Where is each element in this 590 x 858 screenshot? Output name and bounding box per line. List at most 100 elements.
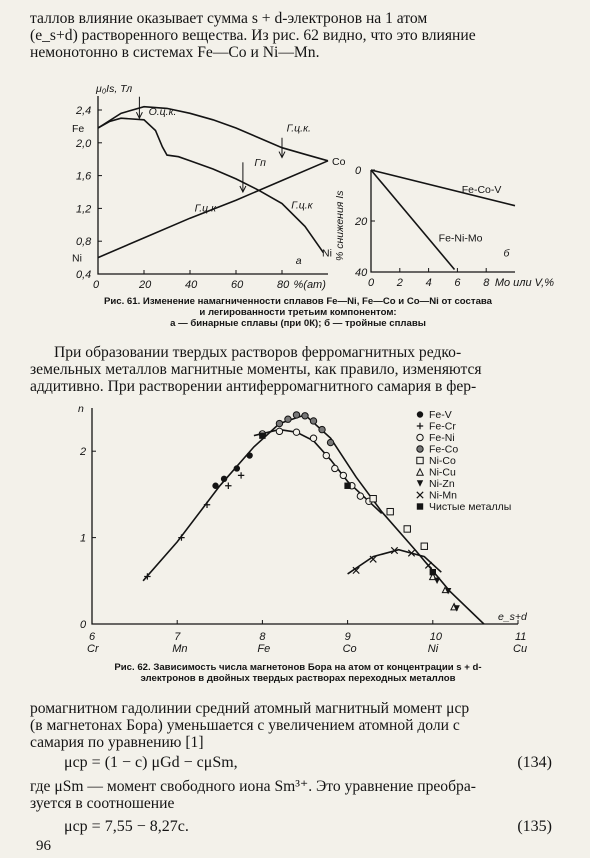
y-tick-label: 0 [80,619,87,631]
x-axis-label: e_s+d [498,611,528,623]
curve-annotation: Г.ц.к [291,199,313,211]
legend-marker [416,422,424,430]
y-axis-label: n [78,403,84,415]
equation-134: μср = (1 − c) μGd − cμSm, (134) [64,754,552,772]
paragraph-3: ромагнитном гадолинии средний атомный ма… [30,700,564,751]
y-tick-label: 0 [355,165,362,177]
element-tick-label: Ni [428,643,439,655]
x-tick-label: 20 [138,279,152,291]
curve-annotation: Г.ц.к [195,203,217,215]
data-point [322,451,330,460]
y-tick-label: 2 [79,446,86,458]
data-point [212,482,219,489]
fe-end-label: Fe [72,123,84,135]
y-tick-label: 0,4 [76,269,91,281]
caption-line: Рис. 61. Изменение намагниченности сплав… [103,296,493,307]
text-line: При образовании твердых растворов ферром… [54,344,462,361]
x-tick-label: 6 [454,277,461,289]
legend-label: Fe-Co [429,444,458,456]
legend-marker [416,456,424,465]
series-curve [97,117,325,254]
trend-curve [142,413,485,625]
data-point [424,561,433,569]
caption-line: а — бинарные сплавы (при 0К); б — тройны… [170,318,426,329]
data-point [225,482,232,489]
legend-label: Чистые металлы [429,501,511,513]
series-label: Fe-Ni-Mo [439,232,483,244]
legend-marker [416,480,424,487]
panel-label: а [296,255,302,267]
series-curve [97,105,329,162]
co-end-label: Co [332,156,346,168]
ni-end-label: Ni [322,248,332,260]
data-point [275,427,284,436]
text-line: ромагнитном гадолинии средний атомный ма… [30,700,470,717]
data-point [403,525,411,533]
element-tick-label: Mn [172,643,187,655]
y-tick-label: 1,6 [76,171,92,183]
x-axis-label: Mo или V,% [495,277,554,289]
y-axis-label: % снижения Is [334,190,346,261]
data-point [444,587,452,595]
data-point [259,432,266,439]
x-tick-label: 8 [483,277,490,289]
data-point [233,465,241,472]
legend-marker [416,503,424,510]
legend-marker [416,491,424,499]
x-axis-label: %(ат) [294,279,327,291]
element-tick-label: Cr [87,643,100,655]
data-point [386,507,394,516]
text-line: немонотонно в системах Fe—Co и Ni—Mn. [30,44,320,61]
x-tick-label: 6 [89,631,96,643]
text-line: аддитивно. При растворении антиферромагн… [30,378,477,395]
data-point [237,472,245,479]
x-tick-label: 10 [430,631,443,643]
x-tick-label: 80 [277,279,290,291]
y-tick-label: 1 [80,533,86,545]
arrowhead-icon [278,151,286,159]
paragraph-4: где μSm — момент свободного иона Sm³⁺. Э… [30,778,564,812]
data-point [369,495,377,503]
text-line: самария по уравнению [1] [30,734,204,751]
legend-label: Fe-Ni [429,432,455,444]
data-point [407,549,416,557]
data-point [420,542,428,550]
data-point [453,605,460,612]
text-line: (e_s+d) растворенного вещества. Из рис. … [30,27,476,44]
y-tick-label: 40 [355,267,368,279]
trend-curve [253,428,383,514]
data-point [344,482,351,489]
data-point [246,452,253,459]
panel-label: б [503,248,510,260]
data-point [301,412,309,420]
data-point [178,534,185,541]
legend-label: Ni-Co [429,455,456,467]
data-point [309,417,318,425]
figure-62-chart: n0126Cr7Mn8Fe9Co10Ni11Cue_s+dFe-VFe-CrFe… [78,403,528,655]
data-point [390,546,399,555]
legend-label: Fe-V [429,409,452,421]
ni-end-label: Ni [72,253,82,265]
data-point [203,501,211,508]
x-tick-label: 60 [231,279,244,291]
legend-marker [416,411,424,418]
text-line: (в магнетонах Бора) уменьшается с увелич… [30,717,460,734]
curve-annotation: Гп [254,157,266,169]
arrowhead-icon [239,185,247,194]
figure-61-caption: Рис. 61. Изменение намагниченности сплав… [58,296,538,329]
page-number: 96 [36,838,51,854]
text-line: зуется в соотношение [30,795,175,812]
data-point [284,415,292,423]
data-point [326,438,335,447]
x-tick-label: 7 [174,631,181,643]
legend-label: Ni-Mn [429,490,457,502]
data-point [352,566,360,575]
legend-marker [415,467,425,476]
equation-135: μср = 7,55 − 8,27c. (135) [64,818,552,836]
data-point [309,434,318,442]
figure-62-caption: Рис. 62. Зависимость числа магнетонов Бо… [58,662,538,684]
data-point [275,419,284,428]
legend-marker [416,445,424,453]
caption-line: Рис. 62. Зависимость числа магнетонов Бо… [114,662,482,673]
x-tick-label: 40 [185,279,198,291]
